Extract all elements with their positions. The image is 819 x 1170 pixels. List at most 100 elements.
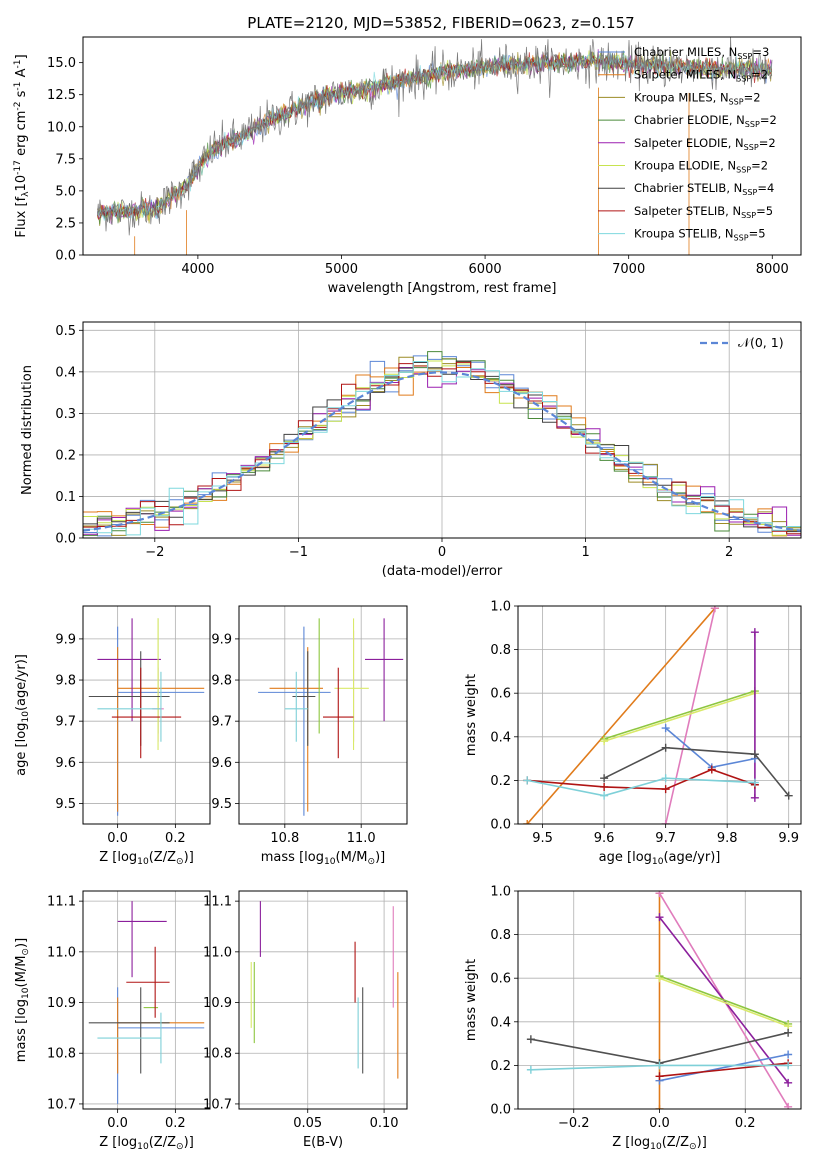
y-tick-label: 0.4	[490, 1015, 511, 1030]
weight-marker	[710, 606, 719, 613]
x-tick-label: 5000	[325, 262, 358, 277]
weight-marker	[526, 1035, 535, 1044]
panel-spectrum: 4000 5000 6000 7000 8000 0.0 2.5 5.0 7.5 10.0 12.5…	[13, 36, 802, 296]
model-spectrum-line	[97, 51, 773, 221]
error-bar-point	[97, 671, 162, 742]
legend-entry: Chabrier MILES, NSSP​=3	[634, 45, 769, 61]
weight-series-line	[659, 1053, 789, 1082]
legend-entry: Chabrier STELIB, NSSP​=4	[634, 181, 774, 197]
y-tick-label: 9.6	[211, 756, 232, 771]
x-tick-label: 0.2	[735, 1116, 756, 1131]
y-tick-label: 9.7	[211, 715, 232, 730]
histograms	[83, 351, 801, 537]
x-tick-label: −1	[289, 545, 308, 560]
weight-marker	[661, 785, 670, 794]
weight-marker	[655, 913, 664, 922]
weight-series-line	[527, 777, 755, 797]
histogram-series	[83, 367, 801, 536]
y-tick-label: 10.8	[47, 1047, 76, 1062]
weight-marker	[523, 820, 532, 824]
x-tick-label: 0.2	[165, 831, 186, 846]
weight-marker	[600, 774, 609, 783]
error-bar-point	[126, 946, 170, 1018]
weight-marker	[784, 791, 793, 800]
weight-series-line	[527, 768, 756, 790]
error-bars	[258, 618, 404, 816]
y-tick-label: 10.8	[203, 1047, 232, 1062]
y-tick-label: 1.0	[490, 885, 511, 900]
x-tick-label: 9.5	[532, 831, 553, 846]
histogram-series	[83, 360, 801, 536]
weight-marker	[750, 778, 759, 787]
error-bar-point	[97, 618, 161, 722]
error-bars	[88, 901, 205, 1104]
x-tick-label: 8000	[756, 262, 789, 277]
x-tick-label: 0.0	[107, 831, 128, 846]
weight-series-line	[603, 692, 756, 742]
weight-marker	[655, 1072, 664, 1081]
axes-frame	[517, 890, 802, 1110]
legend-entry: Chabrier ELODIE, NSSP​=2	[634, 113, 777, 129]
axes-frame	[82, 321, 802, 539]
x-tick-label: 0.10	[370, 1116, 399, 1131]
panel-age-vs-mass: 10.8 11.0 9.5 9.6 9.7 9.8 9.9 mass [log10​(M/M⊙…	[211, 605, 408, 867]
weight-series-line	[659, 975, 789, 1025]
y-axis-label: mass weight	[464, 959, 479, 1041]
error-bar-point	[97, 1012, 162, 1064]
x-tick-label: 1	[581, 545, 589, 560]
x-tick-label: 0.05	[293, 1116, 322, 1131]
weight-series-line	[526, 607, 716, 824]
y-tick-label: 0.6	[490, 687, 511, 702]
y-tick-label: 10.7	[47, 1097, 76, 1112]
y-tick-label: 9.8	[211, 674, 232, 689]
x-tick-label: 0.0	[107, 1116, 128, 1131]
histogram-series	[83, 361, 801, 536]
y-tick-label: 0.5	[55, 324, 76, 339]
legend-entry: Kroupa MILES, NSSP​=2	[634, 90, 761, 106]
y-tick-label: 1.0	[490, 600, 511, 615]
panel-mass-vs-ebv: 0.05 0.10 10.7 10.8 10.9 11.0 11.1 E(B-V)	[203, 890, 408, 1150]
y-tick-label: 0.4	[55, 365, 76, 380]
x-tick-label: 9.8	[717, 831, 738, 846]
y-tick-label: 7.5	[55, 152, 76, 167]
x-tick-label: 9.9	[778, 831, 799, 846]
x-tick-label: 4000	[181, 262, 214, 277]
y-tick-label: 9.7	[55, 715, 76, 730]
error-bar-point	[111, 667, 182, 759]
weight-marker	[661, 724, 670, 733]
y-tick-label: 9.9	[211, 632, 232, 647]
legend: 𝒩(0, 1)	[700, 335, 784, 350]
y-tick-label: 0.0	[490, 818, 511, 833]
y-tick-label: 11.0	[47, 945, 76, 960]
weight-marker	[655, 1105, 664, 1109]
error-bar-point	[258, 626, 331, 816]
y-tick-label: 11.0	[203, 945, 232, 960]
weight-marker	[784, 1102, 793, 1109]
weight-marker	[655, 1061, 664, 1070]
weight-marker	[661, 774, 670, 783]
x-axis-label: Z [log10​(Z/Z⊙​)]	[612, 1135, 707, 1152]
error-bar-point	[334, 618, 369, 750]
x-tick-label: 10.8	[270, 831, 299, 846]
weight-marker	[526, 1065, 535, 1074]
weight-marker	[784, 1028, 793, 1037]
error-bar-point	[365, 618, 404, 722]
y-tick-label: 10.9	[203, 996, 232, 1011]
gaussian-curve	[83, 371, 801, 532]
weight-marker	[523, 776, 532, 785]
weight-marker	[750, 750, 759, 759]
y-tick-label: 2.5	[55, 216, 76, 231]
y-tick-label: 9.5	[211, 797, 232, 812]
x-axis-label: Z [log10​(Z/Z⊙​)]	[99, 1135, 194, 1152]
weight-marker	[784, 1078, 793, 1087]
weight-series-line	[603, 690, 756, 740]
panel-residuals: −2 −1 0 1 2 0.0 0.1 0.2 0.3 0.4 0.5 (data-model)/er…	[20, 321, 802, 579]
y-tick-label: 0.0	[55, 249, 76, 264]
x-tick-label: 9.7	[655, 831, 676, 846]
y-tick-label: 11.1	[47, 895, 76, 910]
x-tick-label: 0.0	[649, 1116, 670, 1131]
y-tick-label: 0.2	[490, 1059, 511, 1074]
y-axis-label: mass [log10​(M/M⊙​)]	[14, 938, 31, 1062]
weight-marker	[600, 782, 609, 791]
